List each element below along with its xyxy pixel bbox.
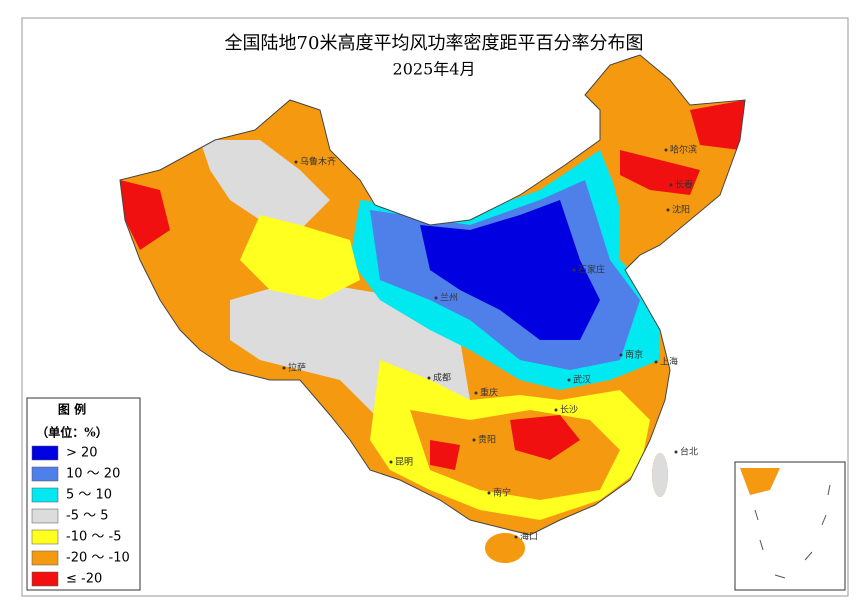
legend-label: -20 ～ -10 bbox=[66, 551, 130, 566]
legend-label: ≤ -20 bbox=[66, 572, 102, 587]
city-label: 拉萨 bbox=[288, 362, 306, 374]
city-dot bbox=[572, 268, 576, 272]
country-border bbox=[119, 54, 746, 536]
city-dot bbox=[666, 208, 670, 212]
city-dot bbox=[389, 460, 393, 464]
legend-swatch bbox=[31, 529, 59, 545]
city-dot bbox=[434, 296, 438, 300]
legend-label: -5 ～ 5 bbox=[66, 509, 109, 524]
city-label: 上海 bbox=[660, 356, 678, 368]
city-label: 长沙 bbox=[560, 404, 578, 416]
legend-swatch bbox=[31, 550, 59, 566]
legend-swatch bbox=[31, 571, 59, 587]
legend-unit: （单位：%） bbox=[36, 425, 107, 440]
city-label: 哈尔滨 bbox=[670, 144, 697, 156]
city-dot bbox=[669, 183, 673, 187]
legend-label: -10 ～ -5 bbox=[66, 530, 121, 545]
legend-label: > 20 bbox=[66, 446, 98, 461]
city-dot bbox=[567, 378, 571, 382]
legend-swatch bbox=[31, 508, 59, 524]
legend-label: 5 ～ 10 bbox=[66, 488, 112, 503]
city-dot bbox=[514, 535, 518, 539]
city-dot bbox=[474, 391, 478, 395]
subtitle: 2025年4月 bbox=[393, 60, 476, 79]
city-dot bbox=[487, 491, 491, 495]
city-label: 贵阳 bbox=[478, 434, 496, 446]
city-label: 海口 bbox=[520, 531, 538, 543]
city-label: 重庆 bbox=[480, 387, 498, 399]
inset-land bbox=[740, 468, 780, 495]
city-dot bbox=[554, 408, 558, 412]
city-dot bbox=[294, 160, 298, 164]
legend-swatch bbox=[31, 487, 59, 503]
legend-swatch bbox=[31, 445, 59, 461]
legend-title: 图 例 bbox=[58, 402, 86, 417]
frame bbox=[21, 17, 849, 597]
city-label: 兰州 bbox=[440, 292, 458, 304]
inset-dashes bbox=[754, 484, 831, 579]
title: 全国陆地70米高度平均风功率密度距平百分率分布图 bbox=[225, 33, 644, 54]
city-dot bbox=[472, 438, 476, 442]
city-label: 武汉 bbox=[573, 374, 591, 386]
city-label: 台北 bbox=[680, 446, 698, 458]
city-label: 沈阳 bbox=[672, 204, 690, 216]
city-label: 乌鲁木齐 bbox=[300, 156, 336, 168]
legend-label: 10 ～ 20 bbox=[66, 467, 120, 482]
legend-swatch bbox=[31, 466, 59, 482]
legend-items: > 20 10 ～ 20 5 ～ 10 -5 ～ 5 -10 ～ -5 -20 ～ -10… bbox=[31, 445, 130, 587]
city-label: 成都 bbox=[433, 372, 451, 384]
city-dot bbox=[654, 360, 658, 364]
city-dot bbox=[674, 450, 678, 454]
city-label: 石家庄 bbox=[578, 264, 605, 276]
city-label: 南宁 bbox=[493, 487, 511, 499]
city-label: 昆明 bbox=[395, 457, 413, 468]
city-dot bbox=[282, 366, 286, 370]
city-label: 长春 bbox=[675, 179, 693, 191]
city-label: 南京 bbox=[625, 349, 643, 361]
city-dot bbox=[619, 353, 623, 357]
city-dot bbox=[427, 376, 431, 380]
city-dot bbox=[664, 148, 668, 152]
